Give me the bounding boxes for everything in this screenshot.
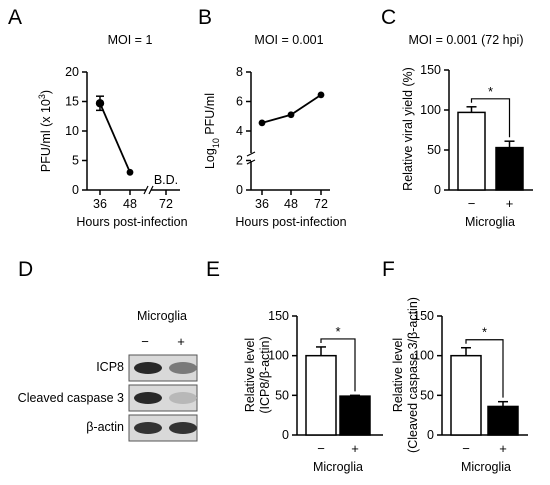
chart-c-significance-star: * [488, 84, 493, 99]
chart-e-x-axis-label: Microglia [313, 460, 363, 474]
chart-f-x-tick-label: + [499, 441, 507, 456]
chart-f-y-tick-label: 150 [413, 309, 434, 323]
chart-c-x-tick-label: + [506, 196, 514, 211]
chart-b-x-axis-label: Hours post-infection [235, 215, 346, 229]
chart-a-y-tick-label: 5 [72, 154, 79, 168]
blot-band [169, 362, 197, 374]
chart-b-y-tick-label: 8 [236, 65, 243, 79]
chart-b-title: MOI = 0.001 [254, 33, 323, 47]
chart-c-title: MOI = 0.001 (72 hpi) [409, 33, 524, 47]
chart-a-x-break-mark [148, 185, 154, 195]
chart-e-bar: 0 50 100 150 − + * Microglia Relative level(ICP8… [243, 309, 383, 474]
blot-band [134, 362, 162, 374]
chart-c-significance-bracket [470, 98, 511, 138]
chart-a-line: MOI = 1 0 5 10 15 20 36 48 72 B.D. Hours post-infe… [37, 33, 188, 229]
chart-c-y-tick-label: 0 [434, 183, 441, 197]
chart-b-y-break-mark [246, 159, 256, 165]
blot-band [169, 422, 197, 434]
blot-row-label-caspase: Cleaved caspase 3 [18, 391, 124, 405]
chart-e-significance-star: * [335, 324, 340, 339]
chart-a-y-tick-label: 10 [65, 124, 79, 138]
chart-b-y-break-mark [246, 151, 256, 157]
panel-letter-d: D [18, 258, 33, 281]
chart-f-y-tick-label: 100 [413, 349, 434, 363]
chart-a-x-tick-label: 72 [159, 197, 173, 211]
chart-c-bar-minus [457, 111, 486, 191]
blot-row-label-actin: β-actin [86, 420, 124, 434]
chart-c-bar-plus [495, 146, 524, 191]
chart-c-x-axis-label: Microglia [465, 215, 515, 229]
chart-b-x-tick-label: 72 [314, 197, 328, 211]
chart-f-significance-bracket [465, 339, 504, 398]
chart-a-y-axis-label: PFU/ml (x 103) [37, 90, 53, 172]
chart-e-y-tick-label: 150 [268, 309, 289, 323]
chart-b-point [317, 91, 325, 99]
chart-b-x-tick-label: 48 [284, 197, 298, 211]
panel-letter-e: E [206, 258, 220, 281]
blot-lane-plus: + [177, 334, 185, 349]
chart-f-significance-star: * [482, 325, 487, 340]
chart-b-x-tick-label: 36 [255, 197, 269, 211]
chart-f-bar: 0 50 100 150 − + * Microglia Relative level(Clea… [391, 297, 528, 474]
chart-a-point [126, 168, 134, 176]
chart-b-point [258, 119, 266, 127]
chart-f-y-axis-label: Relative level(Cleaved caspase 3/β-actin… [391, 297, 420, 453]
chart-a-y-tick-label: 20 [65, 65, 79, 79]
blot-header: Microglia [137, 309, 187, 323]
chart-a-x-axis-label: Hours post-infection [76, 215, 187, 229]
blot-row-label-icp8: ICP8 [96, 360, 124, 374]
chart-b-series-line [261, 94, 322, 124]
chart-e-x-tick-label: + [351, 441, 359, 456]
chart-a-y-tick-label: 15 [65, 95, 79, 109]
chart-a-series-line [99, 102, 131, 173]
chart-e-x-tick-label: − [317, 441, 325, 456]
panel-letter-f: F [382, 258, 395, 281]
chart-b-y-tick-label: 2 [236, 154, 243, 168]
chart-e-bar-minus [305, 354, 337, 436]
panel-letter-c: C [381, 6, 396, 29]
chart-b-y-axis-label: Log10 PFU/ml [203, 93, 221, 169]
chart-c-bar: MOI = 0.001 (72 hpi) 0 50 100 150 − + * Microgli… [401, 33, 533, 229]
chart-e-significance-bracket [320, 338, 356, 392]
blot-band [134, 392, 162, 404]
blot-band [169, 392, 197, 404]
chart-a-y-tick-label: 0 [72, 183, 79, 197]
chart-a-x-break-mark [143, 185, 149, 195]
chart-b-y-tick-label: 6 [236, 95, 243, 109]
chart-a-title: MOI = 1 [108, 33, 153, 47]
blot-band [134, 422, 162, 434]
chart-c-y-tick-label: 150 [420, 63, 441, 77]
chart-c-x-tick-label: − [468, 196, 476, 211]
chart-e-y-tick-label: 0 [282, 428, 289, 442]
chart-f-bar-minus [450, 354, 482, 436]
chart-a-annotation-bd: B.D. [154, 173, 178, 187]
blot-lane-minus: − [141, 334, 149, 349]
chart-f-bar-plus [487, 405, 519, 436]
chart-e-y-tick-label: 50 [275, 388, 289, 402]
chart-b-y-tick-label: 0 [236, 183, 243, 197]
chart-f-y-tick-label: 0 [427, 428, 434, 442]
chart-f-x-tick-label: − [462, 441, 470, 456]
chart-a-x-tick-label: 36 [93, 197, 107, 211]
chart-e-bar-plus [339, 395, 371, 436]
western-blot: Microglia − + ICP8 Cleaved caspase 3 β-a… [18, 309, 198, 442]
chart-f-x-axis-label: Microglia [461, 460, 511, 474]
chart-c-y-tick-label: 50 [427, 143, 441, 157]
chart-e-y-axis-label: Relative level(ICP8/β-actin) [243, 336, 272, 413]
panel-letter-a: A [8, 6, 22, 29]
chart-b-y-tick-label: 4 [236, 124, 243, 138]
panel-letter-b: B [198, 6, 212, 29]
chart-b-line: MOI = 0.001 0 2 4 6 8 36 48 72 Hours post-infecti… [203, 33, 347, 229]
chart-a-x-tick-label: 48 [123, 197, 137, 211]
chart-c-y-tick-label: 100 [420, 103, 441, 117]
chart-a-point [95, 99, 105, 108]
chart-f-y-tick-label: 50 [420, 388, 434, 402]
chart-e-y-tick-label: 100 [268, 349, 289, 363]
chart-c-y-axis-label: Relative viral yield (%) [401, 67, 415, 191]
chart-b-point [287, 111, 295, 119]
